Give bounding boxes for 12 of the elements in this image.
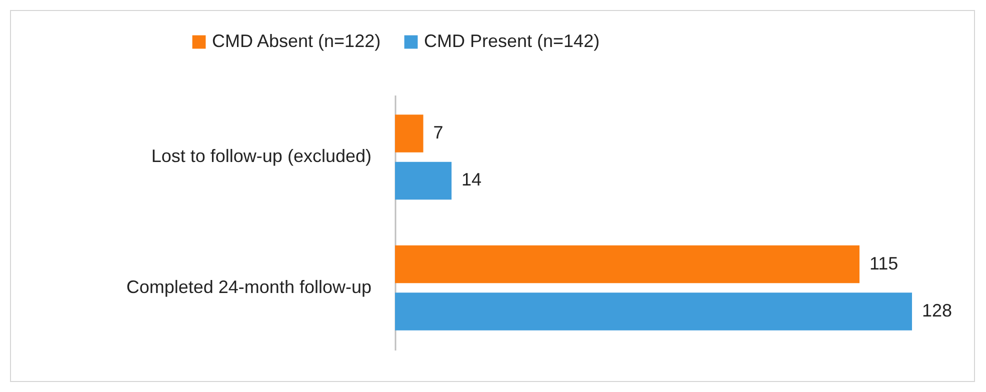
data-label: 128: [922, 300, 952, 320]
bar: [395, 292, 912, 330]
y-tick-label: Completed 24-month follow-up: [126, 276, 372, 297]
legend-label: CMD Present (n=142): [424, 31, 600, 51]
data-label: 7: [433, 122, 444, 143]
y-tick-label: Lost to follow-up (excluded): [151, 146, 372, 166]
legend-label: CMD Absent (n=122): [212, 31, 381, 51]
bar: [395, 245, 860, 284]
bar: [395, 114, 424, 152]
bar: [395, 162, 452, 200]
data-label: 115: [869, 253, 898, 274]
data-label: 14: [462, 170, 482, 190]
